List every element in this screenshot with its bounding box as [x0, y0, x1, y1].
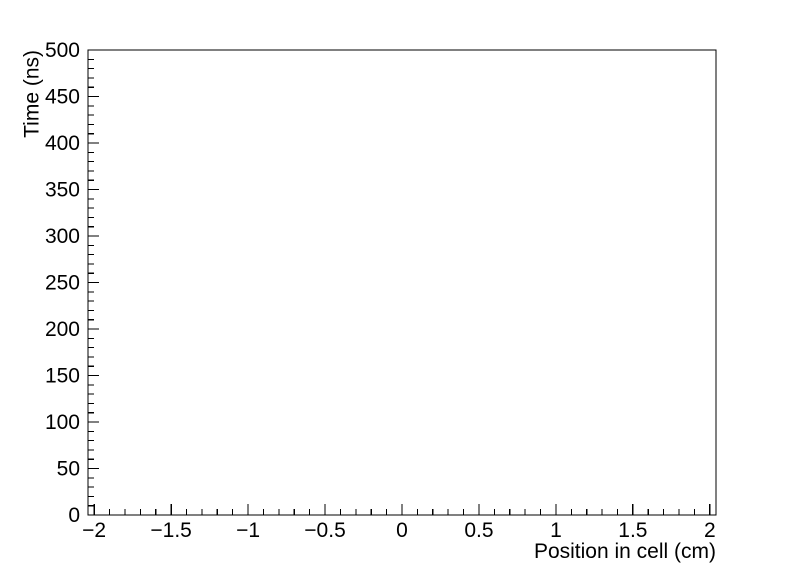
y-tick-label: 150 — [45, 365, 80, 388]
y-axis-ticks — [88, 49, 99, 516]
x-tick-label: 1.5 — [618, 519, 647, 542]
x-tick-label: 0 — [396, 519, 408, 542]
x-axis-tick-labels: −2 −1.5 −1 −0.5 0 0.5 1 1.5 2 — [82, 519, 716, 542]
y-tick-label: 0 — [68, 504, 80, 527]
y-tick-label: 100 — [45, 411, 80, 434]
y-tick-label: 200 — [45, 318, 80, 341]
y-tick-label: 400 — [45, 132, 80, 155]
x-tick-label: −0.5 — [304, 519, 345, 542]
y-tick-label: 350 — [45, 179, 80, 202]
y-tick-label: 250 — [45, 272, 80, 295]
y-axis-tick-labels: 0 50 100 150 200 250 300 350 400 450 500 — [45, 39, 80, 527]
x-tick-label: −1 — [236, 519, 260, 542]
y-tick-label: 50 — [57, 458, 80, 481]
x-tick-label: 2 — [704, 519, 716, 542]
y-tick-label: 500 — [45, 39, 80, 62]
y-tick-label: 450 — [45, 86, 80, 109]
y-tick-label: 300 — [45, 225, 80, 248]
x-axis-title: Position in cell (cm) — [534, 540, 716, 563]
y-axis-title: Time (ns) — [20, 50, 43, 138]
x-tick-label: −1.5 — [150, 519, 191, 542]
x-tick-label: 0.5 — [464, 519, 493, 542]
x-axis-ticks — [93, 504, 711, 515]
x-tick-label: 1 — [550, 519, 562, 542]
x-tick-label: −2 — [82, 519, 106, 542]
